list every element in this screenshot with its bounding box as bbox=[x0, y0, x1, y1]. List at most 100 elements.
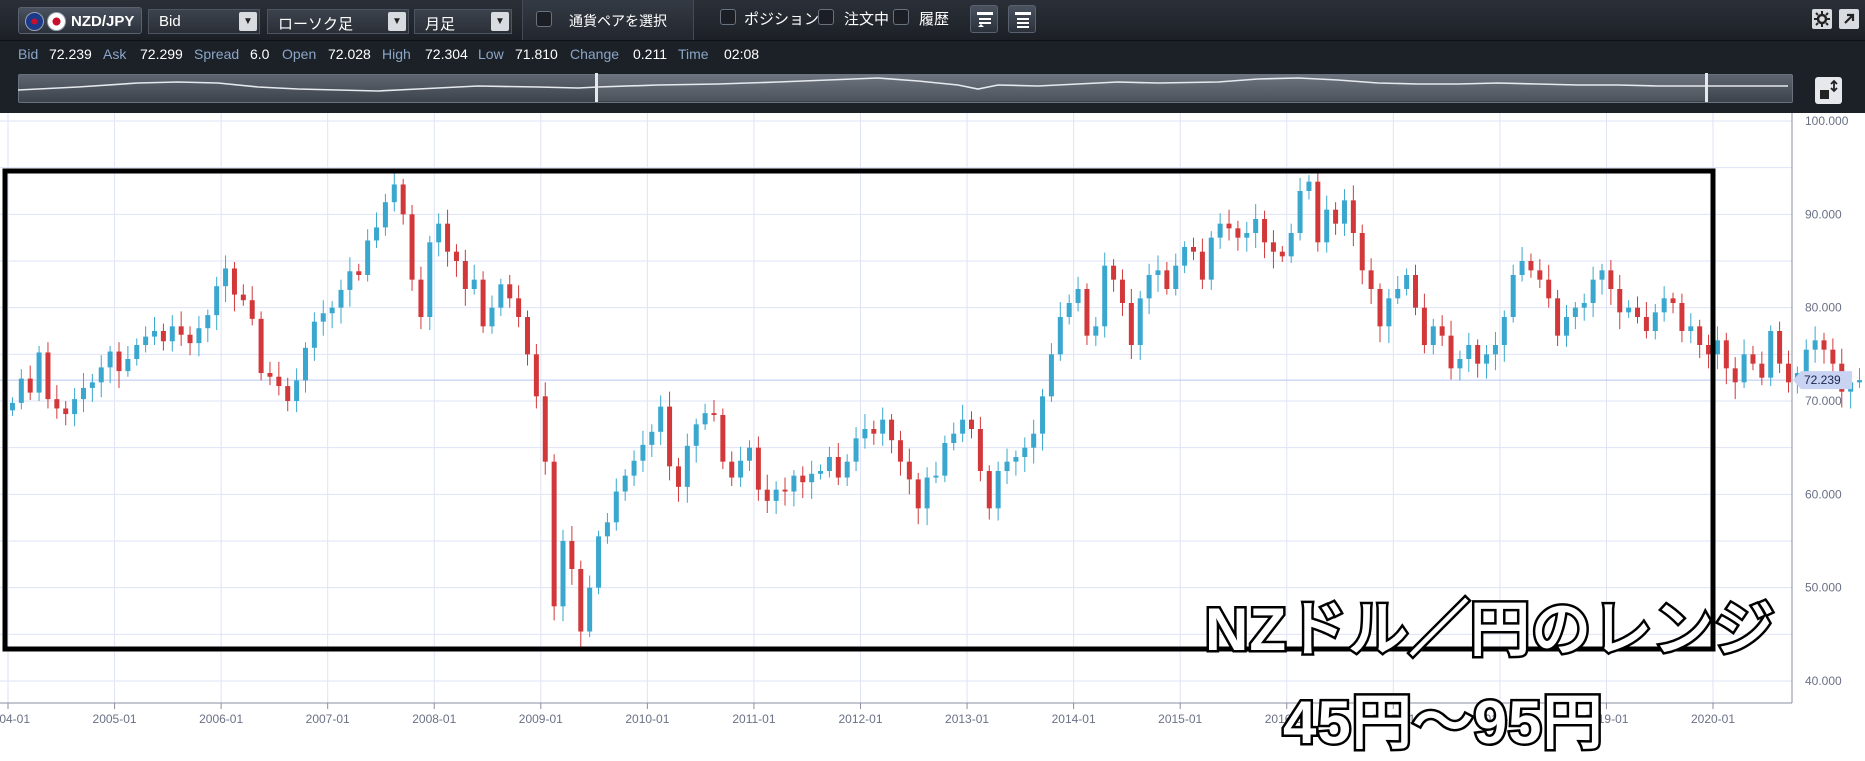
navigator-resize-button[interactable] bbox=[1815, 77, 1842, 104]
list-panel-button[interactable] bbox=[1008, 5, 1036, 33]
candle-body bbox=[1768, 331, 1774, 378]
position-checkbox[interactable] bbox=[720, 9, 736, 25]
order-label: 注文中 bbox=[844, 11, 890, 28]
candle-body bbox=[1626, 307, 1632, 313]
candle-body bbox=[63, 408, 69, 415]
candle-body bbox=[977, 429, 983, 471]
price-type-select[interactable]: Bid ▼ bbox=[148, 9, 260, 34]
candle-body bbox=[1555, 298, 1561, 336]
candle bbox=[667, 391, 673, 481]
candle bbox=[1741, 339, 1747, 388]
settings-button[interactable] bbox=[1812, 9, 1832, 29]
candle-body bbox=[1706, 345, 1712, 355]
candle bbox=[791, 470, 797, 507]
popout-button[interactable] bbox=[1839, 9, 1859, 29]
chevron-down-icon: ▼ bbox=[239, 12, 257, 31]
navigator-bar bbox=[0, 69, 1865, 113]
candle bbox=[1119, 269, 1125, 317]
candle bbox=[1199, 238, 1205, 289]
candle-body bbox=[1182, 247, 1188, 266]
order-panel-button[interactable] bbox=[970, 5, 998, 33]
candle bbox=[1759, 351, 1765, 386]
candle bbox=[738, 446, 744, 487]
x-tick-label: 2016-01 bbox=[1265, 712, 1309, 726]
chart-type-select[interactable]: ローソク足 ▼ bbox=[267, 9, 409, 34]
candle bbox=[462, 249, 468, 306]
candle-body bbox=[560, 541, 566, 607]
candle bbox=[374, 212, 380, 248]
candle-body bbox=[1617, 289, 1623, 313]
candle-body bbox=[658, 406, 664, 432]
candle bbox=[285, 377, 291, 412]
spread-value: 6.0 bbox=[250, 46, 270, 62]
candle bbox=[1635, 296, 1641, 324]
candle bbox=[818, 464, 824, 480]
candle bbox=[516, 285, 522, 328]
x-tick-label: 2013-01 bbox=[945, 712, 989, 726]
candle bbox=[1306, 175, 1312, 200]
candle-body bbox=[826, 457, 832, 471]
time-value: 02:08 bbox=[724, 46, 760, 62]
candle bbox=[223, 255, 229, 303]
candle-body bbox=[1785, 363, 1791, 383]
currency-pair-button[interactable]: NZD/JPY bbox=[18, 7, 142, 34]
period-select[interactable]: 月足 ▼ bbox=[414, 9, 512, 34]
candle bbox=[693, 418, 699, 463]
candle bbox=[1253, 204, 1259, 248]
candle bbox=[471, 264, 477, 295]
navigator-left-handle[interactable] bbox=[595, 73, 598, 102]
candle bbox=[1590, 266, 1596, 317]
candle-body bbox=[844, 461, 850, 478]
candle bbox=[551, 454, 557, 621]
x-tick-label: 2004-01 bbox=[0, 712, 30, 726]
candle-body bbox=[853, 438, 859, 462]
candle-body bbox=[72, 399, 78, 415]
candle bbox=[844, 454, 850, 486]
candle-body bbox=[897, 440, 903, 462]
navigator-window[interactable] bbox=[597, 74, 1707, 101]
pair-select-panel[interactable]: 通貨ペアを選択 bbox=[522, 0, 694, 40]
candle bbox=[1075, 276, 1081, 312]
candle-body bbox=[693, 424, 699, 446]
candle-body bbox=[746, 447, 752, 461]
candle bbox=[436, 213, 442, 257]
candlestick-chart[interactable]: 100.000 90.000 80.000 70.000 60.000 50.000 40.… bbox=[0, 113, 1865, 759]
candle bbox=[187, 326, 193, 356]
chevron-down-icon: ▼ bbox=[388, 12, 406, 31]
candle-body bbox=[675, 466, 681, 487]
candle-body bbox=[1341, 200, 1347, 224]
candle-body bbox=[1173, 265, 1179, 289]
candle-body bbox=[1031, 433, 1037, 448]
candle-body bbox=[311, 321, 317, 348]
candle-body bbox=[1803, 349, 1809, 373]
y-tick-label: 50.000 bbox=[1805, 581, 1842, 595]
navigator-sparkline bbox=[18, 77, 1788, 92]
pair-select-checkbox[interactable] bbox=[536, 11, 552, 27]
y-tick-label: 40.000 bbox=[1805, 674, 1842, 688]
candle-body bbox=[1244, 233, 1250, 238]
candle bbox=[27, 365, 33, 401]
candle bbox=[596, 530, 602, 595]
candle bbox=[1368, 258, 1374, 304]
candle bbox=[711, 400, 717, 422]
candle-body bbox=[1119, 279, 1125, 303]
candle-body bbox=[684, 445, 690, 487]
navigator-right-handle[interactable] bbox=[1705, 73, 1708, 102]
candle bbox=[9, 397, 15, 416]
candle-body bbox=[1297, 191, 1303, 233]
candle-body bbox=[1688, 326, 1694, 331]
candle-body bbox=[1199, 251, 1205, 280]
x-tick-label: 2018-01 bbox=[1478, 712, 1522, 726]
order-checkbox[interactable] bbox=[818, 9, 834, 25]
candle bbox=[542, 382, 548, 475]
candle bbox=[1466, 332, 1472, 373]
candle-body bbox=[889, 419, 895, 441]
candle bbox=[880, 407, 886, 446]
candle-body bbox=[285, 386, 291, 401]
candle bbox=[1510, 264, 1516, 323]
history-checkbox[interactable] bbox=[893, 9, 909, 25]
candle-body bbox=[960, 419, 966, 434]
candle-body bbox=[720, 415, 726, 462]
candle-body bbox=[498, 284, 504, 308]
candle bbox=[729, 451, 735, 486]
